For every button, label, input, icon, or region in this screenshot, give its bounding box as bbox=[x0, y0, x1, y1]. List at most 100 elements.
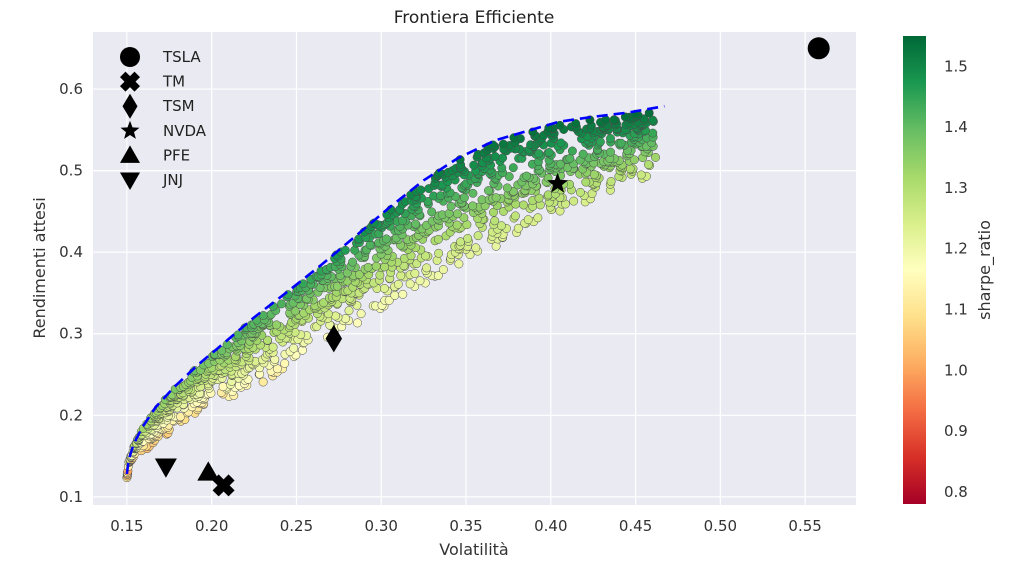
portfolio-point bbox=[468, 201, 478, 211]
legend-label: PFE bbox=[163, 146, 190, 164]
portfolio-point bbox=[416, 185, 426, 195]
portfolio-point bbox=[463, 234, 473, 243]
portfolio-point bbox=[218, 382, 228, 392]
portfolio-point bbox=[616, 138, 626, 148]
portfolio-point bbox=[459, 213, 469, 223]
portfolio-point bbox=[415, 276, 425, 286]
portfolio-point bbox=[289, 343, 299, 353]
legend-marker-tsm bbox=[122, 93, 138, 119]
portfolio-point bbox=[258, 311, 268, 320]
portfolio-point bbox=[381, 234, 391, 244]
colorbar-tick-label: 1.4 bbox=[944, 118, 968, 136]
portfolio-point bbox=[533, 213, 543, 223]
colorbar-tick-label: 1.5 bbox=[944, 57, 968, 75]
x-tick-label: 0.20 bbox=[195, 517, 228, 535]
legend-marker-tm bbox=[120, 71, 140, 92]
portfolio-point bbox=[427, 207, 437, 217]
portfolio-point bbox=[379, 283, 389, 293]
portfolio-point bbox=[434, 248, 444, 258]
y-tick-label: 0.3 bbox=[59, 325, 83, 343]
portfolio-point bbox=[421, 251, 430, 261]
portfolio-cloud bbox=[122, 108, 660, 483]
portfolio-point bbox=[396, 271, 406, 281]
x-tick-label: 0.25 bbox=[280, 517, 313, 535]
portfolio-point bbox=[571, 119, 581, 129]
portfolio-point bbox=[384, 295, 394, 305]
x-tick-label: 0.35 bbox=[449, 517, 482, 535]
y-tick-label: 0.2 bbox=[59, 406, 83, 424]
portfolio-point bbox=[578, 149, 588, 159]
portfolio-point bbox=[438, 265, 448, 275]
portfolio-point bbox=[469, 160, 479, 170]
portfolio-point bbox=[371, 261, 381, 271]
portfolio-point bbox=[534, 149, 544, 159]
portfolio-point bbox=[620, 112, 630, 122]
colorbar-tick-label: 0.8 bbox=[944, 483, 968, 501]
portfolio-point bbox=[508, 163, 518, 173]
portfolio-point bbox=[176, 412, 185, 422]
legend-label: TSLA bbox=[162, 48, 201, 66]
portfolio-point bbox=[606, 147, 615, 157]
efficient-frontier-line bbox=[125, 104, 665, 475]
portfolio-point bbox=[556, 138, 566, 148]
portfolio-point bbox=[433, 234, 443, 244]
plot-background bbox=[93, 32, 856, 505]
portfolio-point bbox=[581, 177, 591, 187]
x-tick-label: 0.15 bbox=[110, 517, 143, 535]
portfolio-point bbox=[410, 268, 420, 278]
portfolio-point bbox=[272, 320, 281, 330]
portfolio-point bbox=[510, 211, 520, 221]
portfolio-point bbox=[609, 115, 619, 125]
portfolio-point bbox=[490, 152, 500, 161]
portfolio-point bbox=[589, 170, 599, 179]
portfolio-point bbox=[446, 201, 456, 211]
portfolio-point bbox=[452, 220, 462, 230]
portfolio-point bbox=[393, 279, 403, 289]
legend: TSLA TM TSM NVDA PFE JNJ bbox=[120, 47, 207, 190]
x-tick-labels: 0.15 0.20 0.25 0.30 0.35 0.40 0.45 0.50 0.55 bbox=[110, 517, 822, 535]
legend-marker-tsla bbox=[120, 47, 140, 67]
portfolio-point bbox=[398, 289, 408, 299]
portfolio-point bbox=[452, 209, 462, 219]
portfolio-point bbox=[519, 200, 528, 210]
portfolio-point bbox=[498, 139, 508, 149]
asset-marker-pfe bbox=[197, 461, 220, 481]
portfolio-point bbox=[258, 377, 268, 387]
portfolio-point bbox=[348, 257, 358, 267]
portfolio-point bbox=[601, 115, 611, 125]
x-tick-label: 0.40 bbox=[534, 517, 567, 535]
portfolio-point bbox=[298, 279, 308, 289]
colorbar-tick-label: 1.1 bbox=[944, 301, 968, 319]
asset-markers bbox=[154, 37, 830, 497]
portfolio-point bbox=[471, 243, 481, 253]
legend-label: NVDA bbox=[163, 122, 207, 140]
portfolio-point bbox=[567, 146, 577, 156]
legend-label: JNJ bbox=[162, 171, 183, 189]
portfolio-point bbox=[268, 342, 278, 352]
portfolio-point bbox=[341, 314, 350, 324]
portfolio-point bbox=[544, 148, 554, 157]
portfolio-point bbox=[473, 231, 483, 241]
y-axis-title: Rendimenti attesi bbox=[30, 197, 49, 338]
colorbar-title: sharpe_ratio bbox=[975, 220, 995, 320]
portfolio-point bbox=[569, 196, 579, 206]
portfolio-point bbox=[502, 183, 512, 193]
portfolio-point bbox=[454, 259, 464, 269]
x-tick-label: 0.30 bbox=[365, 517, 398, 535]
legend-marker-pfe bbox=[120, 145, 140, 163]
portfolio-point bbox=[363, 262, 373, 272]
x-axis-title: Volatilità bbox=[439, 540, 508, 559]
portfolio-point bbox=[556, 159, 566, 169]
portfolio-point bbox=[513, 223, 523, 233]
asset-marker-tsla bbox=[807, 37, 830, 60]
chart-title: Frontiera Efficiente bbox=[394, 8, 555, 28]
portfolio-point bbox=[543, 173, 553, 183]
portfolio-point bbox=[433, 271, 443, 281]
portfolio-point bbox=[468, 188, 478, 198]
legend-label: TSM bbox=[162, 97, 195, 115]
portfolio-point bbox=[606, 134, 615, 143]
y-tick-label: 0.5 bbox=[59, 162, 83, 180]
portfolio-point bbox=[522, 171, 532, 181]
legend-marker-nvda bbox=[120, 120, 140, 139]
